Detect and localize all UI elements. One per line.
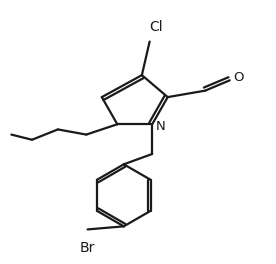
Text: Cl: Cl (149, 20, 162, 34)
Text: N: N (156, 120, 166, 133)
Text: O: O (233, 71, 244, 84)
Text: Br: Br (80, 241, 95, 255)
